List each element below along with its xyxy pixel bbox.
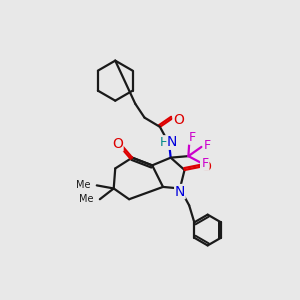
- Text: O: O: [201, 160, 212, 174]
- Text: N: N: [167, 135, 177, 149]
- Text: F: F: [202, 157, 209, 170]
- Text: N: N: [175, 184, 185, 199]
- Text: Me: Me: [79, 194, 94, 204]
- Text: F: F: [189, 131, 196, 144]
- Text: F: F: [203, 139, 210, 152]
- Text: O: O: [112, 137, 123, 151]
- Text: O: O: [173, 113, 184, 127]
- Text: Me: Me: [76, 180, 91, 190]
- Text: H: H: [160, 136, 169, 149]
